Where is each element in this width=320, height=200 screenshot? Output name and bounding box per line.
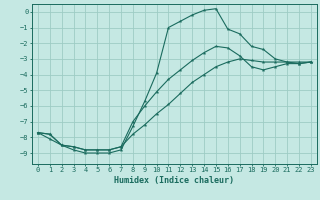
X-axis label: Humidex (Indice chaleur): Humidex (Indice chaleur)	[115, 176, 234, 185]
